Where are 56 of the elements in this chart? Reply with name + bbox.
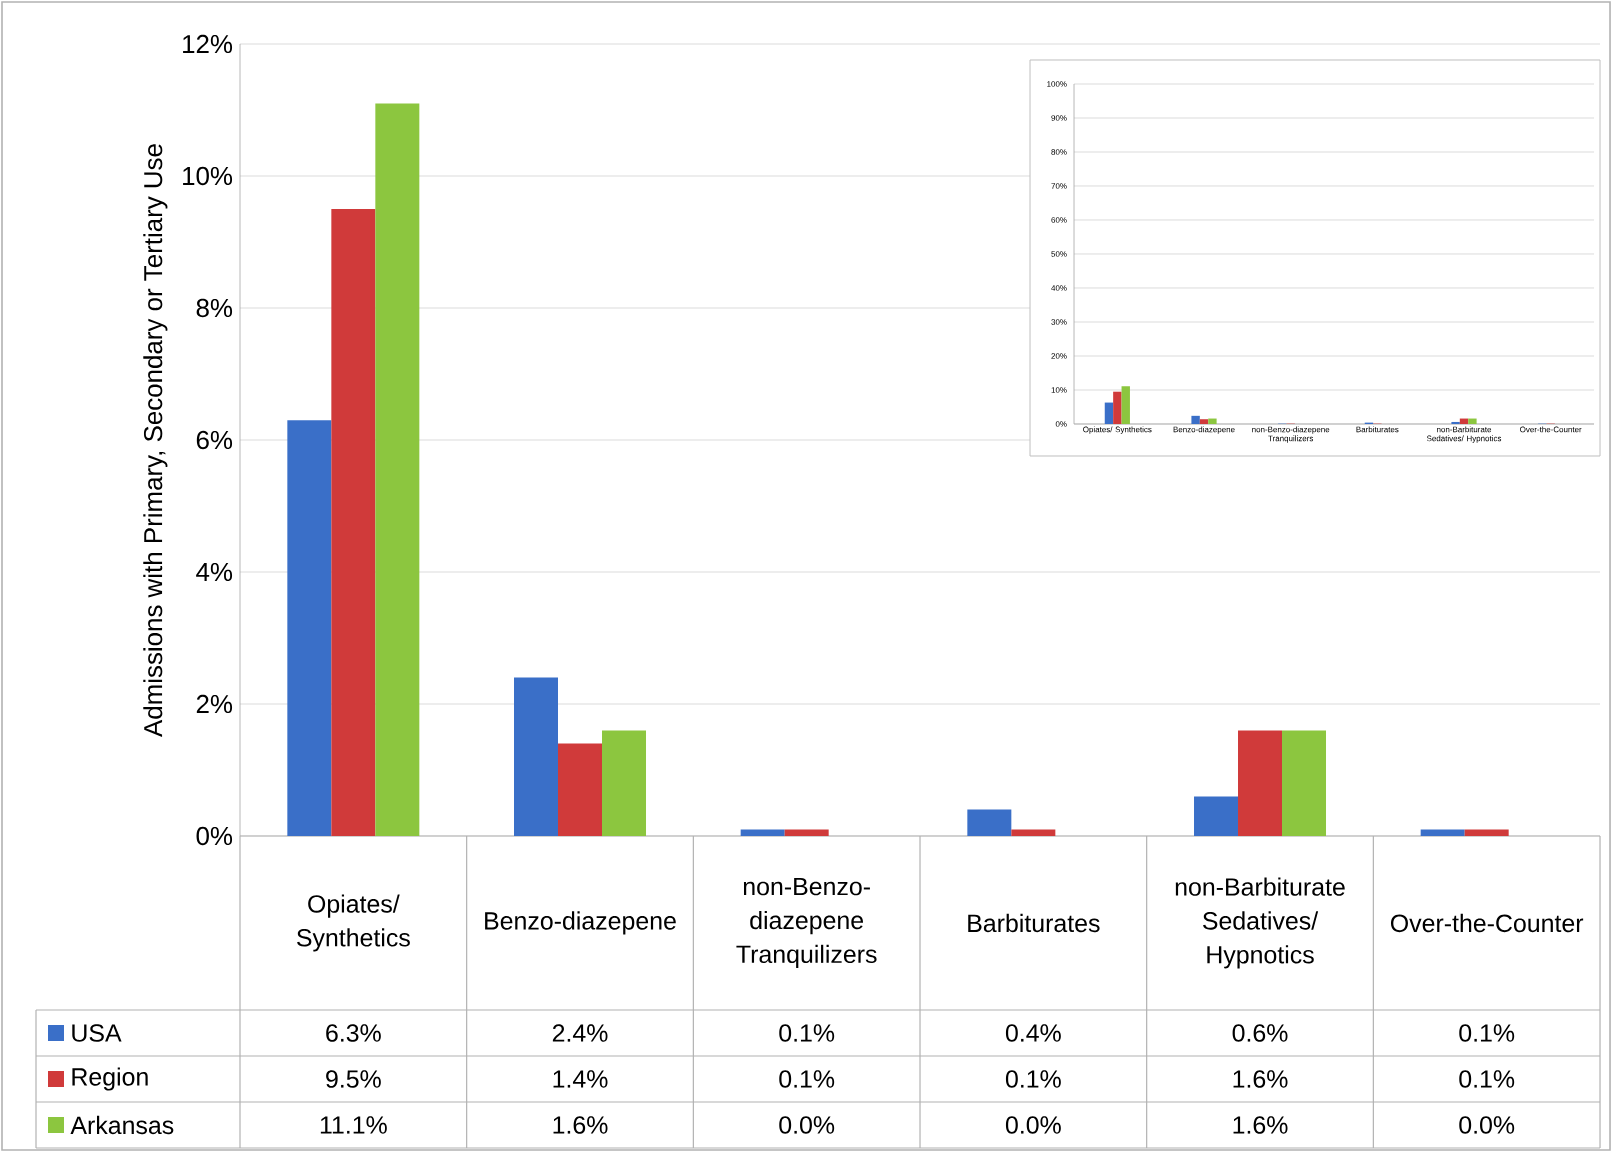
x-tick-label: non-Benzo-diazepene Tranquilizers bbox=[736, 877, 877, 969]
x-tick-label: Benzo-diazepene bbox=[485, 911, 676, 935]
bar bbox=[1420, 829, 1465, 836]
bar bbox=[602, 730, 647, 836]
legend-label: Arkansas bbox=[70, 1115, 174, 1135]
data-label: 0.6% bbox=[1232, 1024, 1288, 1042]
bar bbox=[1113, 391, 1122, 424]
data-label: 6.3% bbox=[326, 1024, 381, 1042]
y-tick-label: 12% bbox=[183, 34, 233, 54]
data-label: 0.0% bbox=[1005, 1116, 1061, 1134]
data-label: 0.1% bbox=[1459, 1070, 1515, 1088]
data-label: 1.6% bbox=[1233, 1116, 1288, 1134]
data-label: 0.4% bbox=[1005, 1024, 1061, 1042]
bar bbox=[287, 420, 332, 836]
bar bbox=[1238, 730, 1283, 836]
bar bbox=[784, 829, 829, 836]
y-tick-label: 8% bbox=[196, 298, 233, 318]
y-tick-label: 0% bbox=[196, 826, 233, 846]
x-tick-label: Barbiturates bbox=[968, 913, 1100, 933]
bar bbox=[514, 677, 558, 836]
y-tick-label: 10% bbox=[183, 166, 233, 186]
bar bbox=[1121, 386, 1130, 424]
y-tick-label: 6% bbox=[196, 430, 233, 450]
data-label: 2.4% bbox=[552, 1024, 608, 1042]
bar bbox=[1282, 730, 1327, 836]
bar bbox=[740, 829, 785, 836]
bar bbox=[1468, 418, 1477, 424]
x-tick-label: Over-the-Counter bbox=[1390, 913, 1584, 933]
bar bbox=[558, 743, 602, 836]
data-label: 0.1% bbox=[1005, 1070, 1061, 1088]
data-label: 0.0% bbox=[1459, 1116, 1515, 1134]
x-tick-label: non-Barbiturate Sedatives/ Hypnotics bbox=[1175, 877, 1345, 969]
legend-label: Region bbox=[72, 1067, 148, 1091]
y-tick-label: 4% bbox=[196, 562, 233, 582]
data-label: 9.5% bbox=[326, 1070, 381, 1088]
bar bbox=[1011, 829, 1056, 836]
x-tick-label: Opiates/ Synthetics bbox=[297, 894, 410, 952]
y-tick-label: 2% bbox=[196, 694, 233, 714]
data-label: 0.1% bbox=[1459, 1024, 1515, 1042]
bar bbox=[331, 208, 376, 836]
bar bbox=[1464, 829, 1509, 836]
bar bbox=[1208, 418, 1217, 424]
data-label: 1.4% bbox=[553, 1070, 608, 1088]
data-label: 0.1% bbox=[779, 1070, 835, 1088]
y-axis-title: Admissions with Primary, Secondary or Tertiary Use bbox=[143, 144, 168, 737]
data-label: 1.6% bbox=[1233, 1070, 1288, 1088]
data-label: 1.6% bbox=[553, 1116, 608, 1134]
bar bbox=[1191, 415, 1200, 424]
bar bbox=[967, 809, 1012, 836]
data-label: 0.0% bbox=[779, 1116, 835, 1134]
bar bbox=[1194, 796, 1239, 836]
bar bbox=[1104, 402, 1114, 424]
data-label: 11.1% bbox=[320, 1116, 387, 1134]
data-label: 0.1% bbox=[779, 1024, 835, 1042]
legend-label: USA bbox=[72, 1024, 122, 1042]
bar bbox=[375, 103, 420, 836]
